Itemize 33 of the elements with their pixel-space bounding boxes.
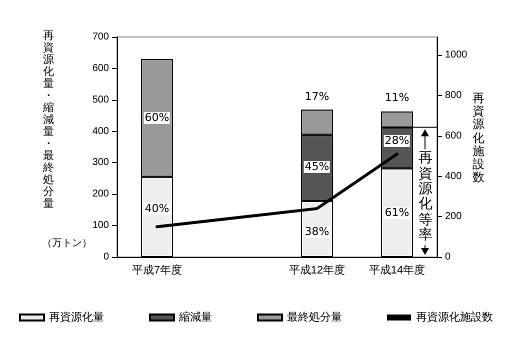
y2-tick-label: 200 <box>445 211 462 222</box>
x-tick-label: 平成12年度 <box>288 264 346 276</box>
annotation: 40% <box>144 202 170 215</box>
y-tick-label: 700 <box>92 32 110 42</box>
y-tick-label: 0 <box>103 252 110 262</box>
y-tick-label: 400 <box>92 126 110 137</box>
annotation: 再資源化等率 <box>418 150 433 244</box>
x-tick-label: 平成7年度 <box>132 264 182 276</box>
y-tick-label: 600 <box>92 62 110 74</box>
legend-label: 再資源化施設数 <box>416 310 493 324</box>
y2-tick-label: 0 <box>445 252 451 262</box>
y2-tick-label: 1000 <box>445 50 468 61</box>
annotation: 61% <box>384 206 410 220</box>
legend-label: 再資源化量 <box>49 312 104 324</box>
y2-tick-label: 400 <box>445 170 462 182</box>
annotation: 17% <box>304 90 330 104</box>
x-tick-label: 平成14年度 <box>368 264 426 276</box>
y2-axis-title: 再資源化施設数 <box>472 91 485 184</box>
y-tick-label: 300 <box>92 157 110 168</box>
annotation: 60% <box>144 111 170 124</box>
legend-label: 最終処分量 <box>287 312 342 324</box>
y2-tick-label: 600 <box>445 130 462 142</box>
y-tick-label: 100 <box>92 220 110 232</box>
legend-label: 縮減量 <box>178 310 212 324</box>
text: 再資源化量・縮減量・最終処分量 <box>43 29 54 210</box>
annotation: 38% <box>304 224 330 238</box>
y-tick-label: 200 <box>92 188 110 200</box>
annotation: 45% <box>304 160 330 174</box>
text: （万トン） <box>42 237 92 250</box>
annotation: 11% <box>384 90 410 104</box>
y2-tick-label: 800 <box>445 90 462 102</box>
annotation: 28% <box>384 134 410 148</box>
y-tick-label: 500 <box>92 94 110 106</box>
